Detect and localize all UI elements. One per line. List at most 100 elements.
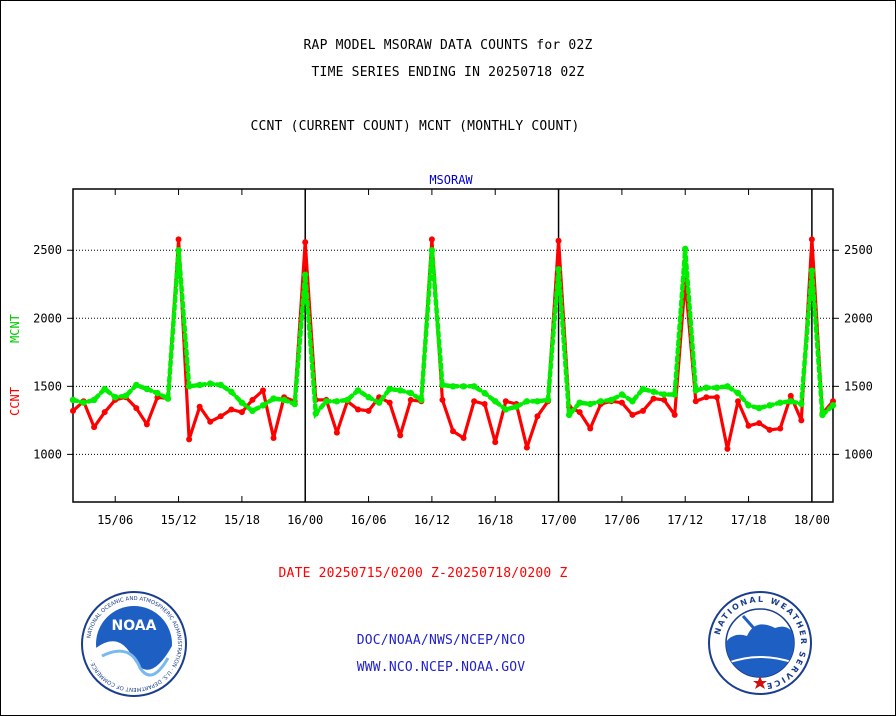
point-ccnt bbox=[439, 396, 446, 403]
point-mcnt bbox=[217, 381, 224, 389]
y-tick-label-left: 1000 bbox=[33, 447, 62, 461]
page-title: RAP MODEL MSORAW DATA COUNTS for 02Z bbox=[303, 38, 593, 53]
point-mcnt bbox=[101, 385, 108, 393]
point-ccnt bbox=[217, 413, 224, 420]
point-mcnt bbox=[660, 391, 668, 398]
point-ccnt bbox=[703, 394, 710, 401]
point-ccnt bbox=[450, 428, 456, 435]
point-ccnt bbox=[661, 396, 668, 403]
point-ccnt bbox=[692, 398, 699, 405]
point-mcnt bbox=[397, 387, 404, 394]
chart-title: MSORAW bbox=[429, 173, 473, 187]
point-ccnt bbox=[629, 411, 636, 418]
point-ccnt bbox=[587, 425, 594, 432]
point-mcnt bbox=[80, 399, 87, 406]
point-mcnt bbox=[523, 398, 531, 405]
x-tick-label: 17/00 bbox=[540, 513, 576, 527]
point-ccnt bbox=[798, 417, 805, 424]
point-ccnt bbox=[407, 396, 414, 403]
point-ccnt bbox=[777, 425, 784, 432]
page-subtitle: TIME SERIES ENDING IN 20250718 02Z bbox=[311, 65, 585, 80]
point-mcnt bbox=[460, 383, 467, 390]
x-tick-label: 16/00 bbox=[287, 513, 323, 527]
legend-text: CCNT (CURRENT COUNT) MCNT (MONTHLY COUNT… bbox=[250, 119, 580, 134]
point-mcnt bbox=[565, 411, 573, 419]
x-tick-label: 16/12 bbox=[414, 513, 450, 527]
point-mcnt bbox=[713, 384, 721, 391]
point-mcnt bbox=[344, 396, 351, 404]
point-mcnt bbox=[755, 404, 763, 412]
point-mcnt bbox=[502, 406, 509, 413]
point-mcnt bbox=[798, 400, 805, 408]
point-ccnt bbox=[133, 405, 140, 412]
point-mcnt bbox=[597, 398, 604, 405]
point-ccnt bbox=[460, 435, 467, 442]
point-mcnt bbox=[323, 398, 330, 405]
point-ccnt bbox=[175, 236, 182, 243]
x-tick-label: 17/12 bbox=[667, 513, 703, 527]
point-ccnt bbox=[745, 422, 752, 429]
point-mcnt bbox=[143, 385, 151, 393]
y-axis-label-ccnt: CCNT bbox=[8, 387, 22, 416]
x-tick-label: 17/06 bbox=[604, 513, 640, 527]
point-ccnt bbox=[428, 236, 435, 243]
x-tick-label: 17/18 bbox=[730, 513, 766, 527]
point-ccnt bbox=[249, 396, 256, 403]
point-mcnt bbox=[734, 389, 742, 397]
point-ccnt bbox=[270, 435, 277, 442]
point-ccnt bbox=[397, 432, 404, 439]
point-ccnt bbox=[365, 407, 372, 414]
point-ccnt bbox=[523, 444, 530, 451]
y-tick-label-left: 2500 bbox=[33, 243, 62, 257]
x-tick-label: 16/06 bbox=[350, 513, 386, 527]
point-mcnt bbox=[808, 267, 816, 274]
point-ccnt bbox=[333, 429, 340, 436]
point-ccnt bbox=[555, 237, 562, 244]
point-mcnt bbox=[544, 396, 552, 404]
point-mcnt bbox=[112, 394, 119, 401]
point-ccnt bbox=[766, 426, 773, 433]
point-mcnt bbox=[207, 380, 214, 387]
point-ccnt bbox=[618, 399, 625, 406]
point-ccnt bbox=[671, 411, 678, 418]
point-mcnt bbox=[228, 388, 235, 395]
point-ccnt bbox=[640, 407, 646, 414]
point-ccnt bbox=[260, 387, 266, 394]
point-mcnt bbox=[407, 389, 414, 397]
point-mcnt bbox=[703, 384, 710, 391]
point-mcnt bbox=[428, 247, 436, 254]
point-ccnt bbox=[386, 399, 393, 406]
x-tick-label: 15/18 bbox=[224, 513, 260, 527]
point-mcnt bbox=[671, 391, 678, 398]
point-mcnt bbox=[90, 396, 98, 404]
point-mcnt bbox=[249, 407, 256, 415]
point-mcnt bbox=[439, 381, 446, 389]
y-tick-label-right: 1500 bbox=[844, 379, 873, 393]
point-mcnt bbox=[629, 398, 636, 405]
website-link[interactable]: WWW.NCO.NCEP.NOAA.GOV bbox=[356, 660, 526, 675]
point-mcnt bbox=[787, 398, 794, 405]
noaa-logo-icon: NOAA NATIONAL OCEANIC AND ATMOSPHERIC AD… bbox=[81, 591, 187, 697]
point-mcnt bbox=[449, 383, 457, 390]
point-mcnt bbox=[259, 402, 267, 409]
point-ccnt bbox=[534, 413, 541, 420]
point-mcnt bbox=[302, 271, 309, 278]
point-mcnt bbox=[777, 399, 784, 406]
point-ccnt bbox=[186, 436, 193, 443]
point-mcnt bbox=[534, 398, 541, 405]
point-mcnt bbox=[682, 245, 689, 253]
y-tick-label-right: 1000 bbox=[844, 447, 873, 461]
point-mcnt bbox=[492, 398, 499, 405]
point-mcnt bbox=[175, 247, 182, 254]
point-ccnt bbox=[481, 401, 488, 408]
point-ccnt bbox=[355, 406, 361, 413]
point-ccnt bbox=[808, 236, 815, 243]
noaa-logo-text: NOAA bbox=[112, 618, 157, 634]
point-mcnt bbox=[291, 400, 298, 408]
point-ccnt bbox=[196, 403, 203, 410]
point-ccnt bbox=[207, 418, 214, 425]
x-tick-label: 15/06 bbox=[97, 513, 133, 527]
point-mcnt bbox=[280, 396, 288, 404]
point-mcnt bbox=[270, 395, 277, 402]
